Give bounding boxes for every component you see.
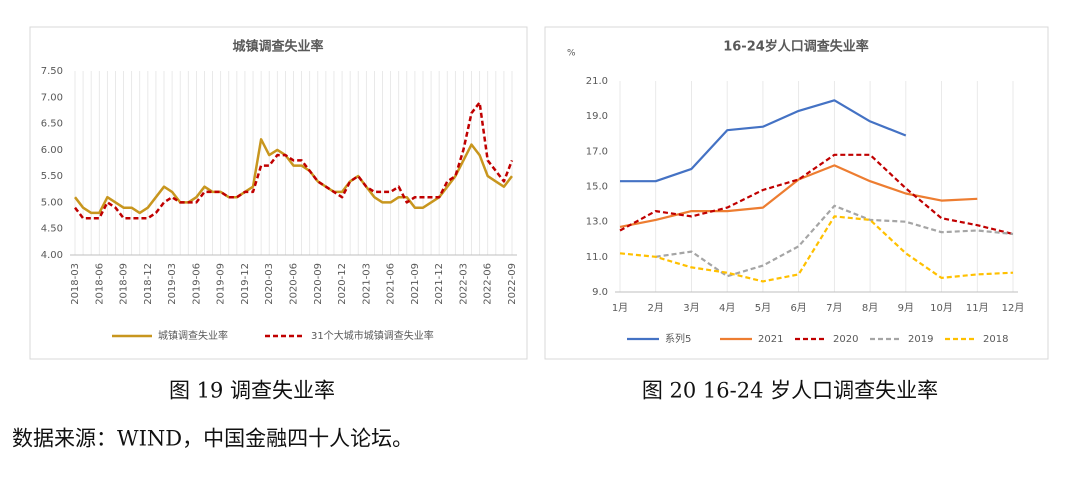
y-tick-label: 17.0	[586, 146, 608, 157]
x-tick-label: 2020-03	[264, 263, 275, 305]
legend-label: 2020	[833, 334, 858, 345]
y-tick-label: 5.00	[41, 197, 63, 208]
x-tick-label: 7月	[826, 302, 842, 314]
x-tick-label: 2019-06	[191, 263, 202, 305]
y-tick-label: 19.0	[586, 111, 608, 122]
x-tick-label: 11月	[966, 302, 989, 314]
x-tick-label: 2020-06	[289, 263, 300, 305]
x-tick-label: 6月	[790, 302, 806, 314]
x-tick-label: 2020-12	[337, 263, 348, 305]
x-tick-label: 2018-12	[143, 263, 154, 305]
caption: 图 19 调查失业率	[169, 379, 335, 403]
x-tick-label: 2019-09	[216, 263, 227, 305]
caption: 图 20 16-24 岁人口调查失业率	[642, 379, 938, 403]
x-tick-label: 10月	[930, 302, 953, 314]
x-tick-label: 2月	[648, 302, 664, 314]
x-tick-label: 2021-03	[361, 263, 372, 305]
legend-label: 2019	[908, 334, 933, 345]
x-tick-label: 2019-03	[167, 263, 178, 305]
chart-frame	[29, 26, 528, 360]
source-note: 数据来源：WIND，中国金融四十人论坛。	[12, 427, 413, 451]
x-tick-label: 2022-06	[483, 263, 494, 305]
x-tick-label: 8月	[862, 302, 878, 314]
x-tick-label: 3月	[683, 302, 699, 314]
x-tick-label: 2021-06	[386, 263, 397, 305]
legend-label: 2018	[983, 334, 1008, 345]
chart-frame	[544, 26, 1049, 360]
x-tick-label: 2018-03	[70, 263, 81, 305]
y-tick-label: 6.50	[41, 119, 63, 130]
y-tick-label: 21.0	[586, 76, 608, 87]
x-tick-label: 2022-09	[507, 263, 518, 305]
y-tick-label: 15.0	[586, 182, 608, 193]
series-line	[74, 101, 514, 220]
chart-title: 16-24岁人口调查失业率	[723, 39, 869, 55]
y-tick-label: 9.0	[592, 287, 608, 298]
legend-label: 系列5	[665, 332, 691, 345]
x-tick-label: 2021-09	[410, 263, 421, 305]
x-tick-label: 5月	[755, 302, 771, 314]
series-line	[619, 153, 1014, 236]
y-tick-label: 6.00	[41, 145, 63, 156]
y-tick-label: 4.00	[41, 250, 63, 261]
y-tick-label: 7.00	[41, 92, 63, 103]
series-line	[619, 215, 1014, 283]
x-tick-label: 2021-12	[434, 263, 445, 305]
x-tick-label: 1月	[612, 302, 628, 314]
chart-title: 城镇调查失业率	[232, 39, 323, 55]
series-line	[620, 99, 907, 183]
x-tick-label: 4月	[719, 302, 735, 314]
x-tick-label: 2020-09	[313, 263, 324, 305]
x-tick-label: 12月	[1002, 302, 1025, 314]
legend-label: 31个大城市城镇调查失业率	[311, 329, 434, 342]
x-tick-label: 2018-09	[119, 263, 130, 305]
x-tick-label: 2019-12	[240, 263, 251, 305]
y-tick-label: 11.0	[586, 252, 608, 263]
y-tick-label: 4.50	[41, 224, 63, 235]
legend-label: 城镇调查失业率	[158, 329, 228, 342]
x-tick-label: 9月	[898, 302, 914, 314]
legend-label: 2021	[758, 334, 783, 345]
x-tick-label: 2018-06	[94, 263, 105, 305]
y-tick-label: 13.0	[586, 217, 608, 228]
y-tick-label: 5.50	[41, 171, 63, 182]
y-axis-label: %	[567, 49, 576, 59]
series-line	[655, 204, 1014, 278]
y-tick-label: 7.50	[41, 66, 63, 77]
x-tick-label: 2022-03	[458, 263, 469, 305]
